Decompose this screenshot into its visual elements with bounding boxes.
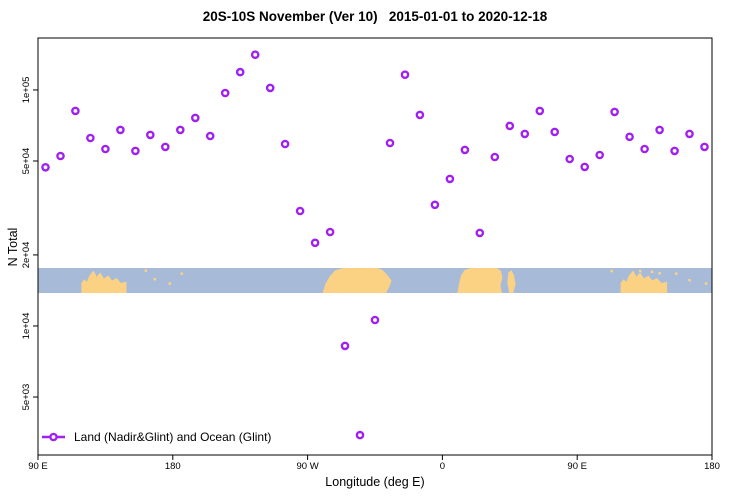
data-point [520, 129, 530, 139]
data-point [535, 106, 545, 116]
land-speck [688, 279, 691, 282]
data-point [340, 341, 350, 351]
data-point [205, 131, 215, 141]
data-point [595, 150, 605, 160]
data-point [430, 200, 440, 210]
legend: Land (Nadir&Glint) and Ocean (Glint) [42, 430, 271, 444]
data-point [131, 146, 140, 156]
legend-label: Land (Nadir&Glint) and Ocean (Glint) [74, 430, 271, 444]
land-speck [638, 269, 642, 273]
land-speck [168, 282, 172, 285]
data-point [505, 121, 515, 131]
land-south-america [322, 268, 392, 293]
data-point [625, 132, 634, 142]
data-point [370, 315, 380, 325]
data-point [640, 144, 649, 154]
data-point [610, 107, 619, 117]
data-point [565, 154, 575, 164]
data-point [310, 238, 320, 248]
chart-title: 20S-10S November (Ver 10) 2015-01-01 to … [202, 9, 548, 24]
y-tick-label: 1e+04 [21, 313, 32, 340]
y-tick-label: 2e+04 [21, 242, 32, 269]
data-point [235, 67, 245, 77]
land-speck [180, 272, 184, 275]
data-point [655, 125, 664, 135]
data-point [86, 133, 95, 143]
data-point [580, 162, 590, 172]
data-point [325, 227, 335, 237]
data-point [685, 129, 694, 139]
data-point [41, 162, 50, 172]
land-madagascar [507, 270, 516, 293]
x-axis-title: Longitude (deg E) [325, 475, 425, 489]
data-point [175, 125, 185, 135]
data-point [490, 152, 500, 162]
data-point [700, 142, 709, 152]
land-speck [704, 282, 708, 285]
land-speck [610, 269, 613, 273]
data-point [385, 138, 395, 148]
plot-generated-content: 90 E 180 90 W 0 90 E 180 1e+05 5e+04 2e+04 1e+04 5… [21, 37, 720, 472]
x-tick-label: 0 [440, 461, 445, 472]
data-point [475, 228, 485, 238]
land-speck [650, 270, 654, 274]
x-tick-label: 90 E [28, 461, 48, 472]
plot-box [37, 37, 713, 456]
land-speck [658, 272, 661, 275]
data-point [415, 110, 425, 120]
data-point [460, 145, 470, 155]
data-point [550, 127, 560, 137]
data-point [280, 139, 290, 149]
data-point [190, 113, 200, 123]
land-africa [457, 268, 503, 293]
data-point [101, 144, 110, 154]
land-speck [144, 269, 148, 272]
x-tick-label: 180 [165, 461, 181, 472]
y-tick-label: 1e+05 [21, 77, 32, 104]
data-point [116, 125, 125, 135]
data-point [445, 174, 455, 184]
data-point [265, 83, 275, 93]
data-point [220, 88, 230, 98]
data-point [250, 50, 260, 60]
land-speck [674, 272, 678, 275]
land-australia-west [81, 270, 127, 293]
legend-marker-icon [49, 432, 58, 442]
data-point [160, 142, 170, 152]
data-point [670, 146, 679, 156]
data-point [400, 70, 410, 79]
y-tick-label: 5e+04 [21, 148, 32, 175]
x-tick-label: 180 [704, 461, 720, 472]
land-speck [153, 277, 157, 281]
data-point [56, 151, 65, 161]
x-tick-label: 90 E [567, 461, 587, 472]
data-point [71, 106, 80, 116]
data-point [145, 130, 155, 140]
x-tick-label: 90 W [297, 461, 319, 472]
data-point [355, 430, 365, 440]
y-tick-label: 5e+03 [21, 384, 32, 411]
land-australia-east [620, 270, 668, 293]
data-point [295, 206, 305, 216]
